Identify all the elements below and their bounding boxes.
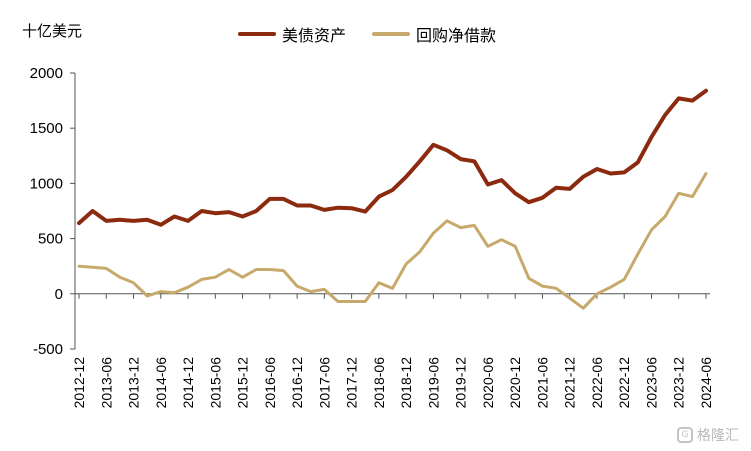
legend-label-treasury: 美债资产 [282,26,347,45]
x-tick-label: 2019-12 [453,357,469,409]
legend-swatch-repo [372,32,411,36]
series-line-treasury [77,88,708,227]
x-tick-label: 2024-06 [698,357,714,409]
x-tick-label: 2021-06 [534,357,550,409]
legend-label-repo: 回购净借款 [416,26,497,45]
watermark: G 格隆汇 [677,425,739,445]
x-tick-label: 2016-06 [262,357,278,409]
x-tick-label: 2016-12 [289,357,305,409]
y-tick-label: 1500 [30,120,63,137]
y-tick-label: 2000 [30,65,63,82]
x-tick-label: 2013-12 [126,357,142,409]
x-tick-label: 2014-06 [153,357,169,409]
x-tick-label: 2018-12 [398,357,414,409]
y-tick-label: -500 [33,341,63,358]
x-tick-label: 2018-06 [371,357,387,409]
y-tick-label: 0 [55,286,63,303]
x-tick-label: 2023-06 [643,357,659,409]
x-tick-label: 2019-06 [425,357,441,409]
x-tick-label: 2015-06 [207,357,223,409]
x-tick-label: 2020-06 [480,357,496,409]
x-tick-label: 2013-06 [98,357,114,409]
x-tick-label: 2017-06 [316,357,332,409]
x-tick-label: 2023-12 [671,357,687,409]
chart-legend: 美债资产 回购净借款 [238,22,522,46]
y-tick-label: 500 [38,231,63,248]
legend-item-repo: 回购净借款 [372,22,496,46]
legend-item-treasury: 美债资产 [238,22,346,46]
x-tick-label: 2015-12 [235,357,251,409]
x-tick-label: 2021-12 [562,357,578,409]
x-tick-label: 2022-12 [616,357,632,409]
watermark-text: 格隆汇 [697,428,739,444]
x-tick-label: 2020-12 [507,357,523,409]
x-tick-label: 2022-06 [589,357,605,409]
legend-swatch-treasury [238,32,276,36]
gelonghui-logo-icon: G [677,427,693,443]
x-tick-label: 2017-12 [344,357,360,409]
x-tick-label: 2014-12 [180,357,196,409]
y-tick-label: 1000 [30,175,63,192]
series-line-repo [77,172,708,310]
x-tick-label: 2012-12 [71,357,87,409]
y-axis-unit-label: 十亿美元 [22,22,83,40]
